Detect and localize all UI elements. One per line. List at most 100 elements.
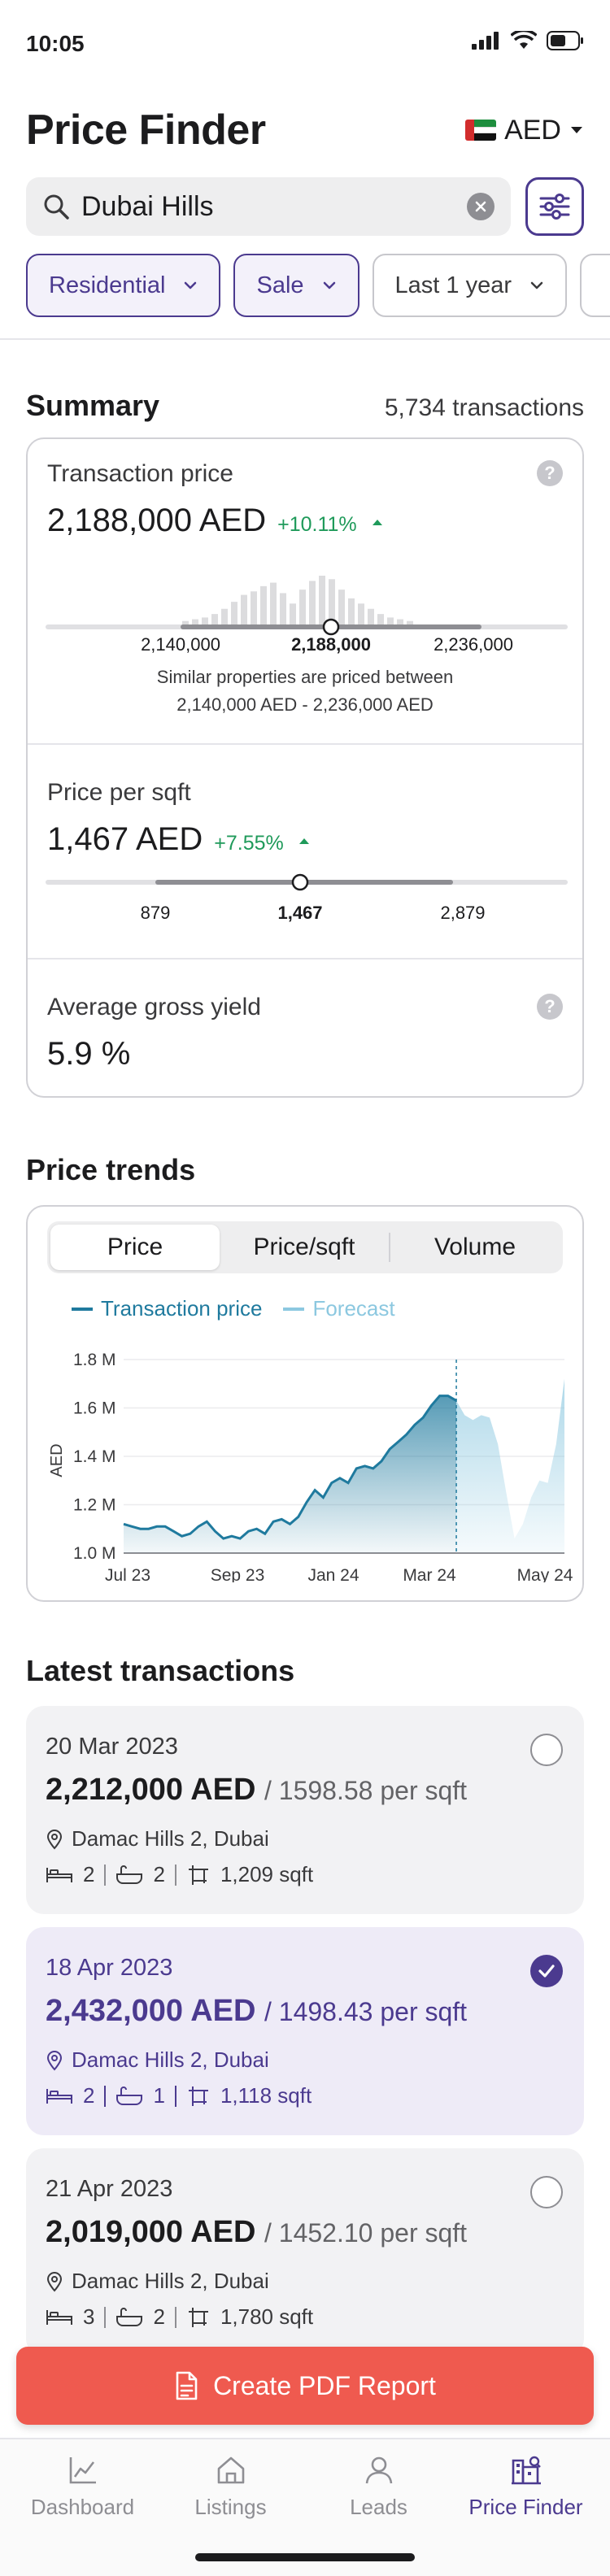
caret-down-icon — [571, 127, 582, 133]
area-value: 1,118 sqft — [220, 2083, 312, 2108]
tab-price-sqft[interactable]: Price/sqft — [220, 1233, 390, 1262]
x-tick-label: Jan 24 — [307, 1566, 359, 1582]
bed-icon — [46, 2088, 72, 2104]
transaction-price-per-sqft: / 1498.43 per sqft — [264, 1997, 468, 2026]
status-time: 10:05 — [26, 31, 85, 56]
chevron-down-icon — [185, 281, 197, 289]
histogram-bar — [221, 608, 228, 624]
uae-flag-icon — [465, 120, 497, 141]
legend-forecast: Forecast — [283, 1296, 395, 1321]
help-icon[interactable]: ? — [537, 994, 563, 1020]
help-icon[interactable]: ? — [537, 460, 563, 486]
series-line-transaction-price — [123, 1395, 457, 1540]
transaction-price-per-sqft: / 1452.10 per sqft — [264, 2218, 468, 2247]
transaction-card[interactable]: 20 Mar 2023 2,212,000 AED / 1598.58 per s… — [26, 1706, 584, 1914]
transaction-date: 18 Apr 2023 — [46, 1955, 173, 1981]
histogram-bar — [348, 598, 355, 624]
x-tick-label: May 24 — [517, 1566, 573, 1582]
battery-icon — [547, 31, 583, 50]
card-divider — [28, 743, 582, 745]
header: Price Finder AED — [26, 98, 584, 163]
histogram-bar — [338, 590, 345, 624]
gross-yield-label: Average gross yield — [47, 994, 261, 1020]
histogram-bar — [251, 591, 257, 624]
y-tick-label: 1.4 M — [73, 1447, 116, 1466]
tab-dashboard[interactable]: Dashboard — [7, 2454, 159, 2520]
chip-label: Last 1 year — [394, 272, 512, 298]
beds-count: 2 — [83, 1862, 95, 1886]
chip-property-type[interactable]: Residential — [26, 254, 221, 317]
transaction-card[interactable]: 21 Apr 2023 2,019,000 AED / 1452.10 per s… — [26, 2148, 584, 2356]
area-icon — [188, 2307, 208, 2327]
select-radio[interactable] — [530, 2176, 563, 2208]
y-tick-label: 1.6 M — [73, 1399, 116, 1418]
transaction-price: 2,019,000 AED / 1452.10 per sqft — [46, 2215, 467, 2250]
tab-listings[interactable]: Listings — [155, 2454, 307, 2520]
chip-period[interactable]: Last 1 year — [372, 254, 568, 317]
price-range-mid: 2,188,000 — [291, 634, 371, 655]
filter-chips: Residential Sale Last 1 year — [26, 254, 610, 317]
price-range-note-1: Similar properties are priced between — [156, 667, 454, 687]
price-trend-chart: 1.8 M 1.6 M 1.4 M 1.2 M 1.0 M AED Jul 23 Sep 23… — [48, 1351, 573, 1582]
bed-icon — [46, 2309, 72, 2325]
tab-price[interactable]: Price — [50, 1225, 220, 1270]
y-axis-label: AED — [48, 1443, 66, 1477]
summary-header: Summary 5,734 transactions — [26, 389, 584, 423]
clear-search-button[interactable] — [467, 193, 495, 220]
search-icon — [44, 194, 69, 220]
price-per-sqft-amount: 1,467 AED — [47, 821, 203, 857]
area-value: 1,780 sqft — [220, 2304, 314, 2329]
chart-legend: Transaction price Forecast — [72, 1296, 395, 1321]
chip-purpose[interactable]: Sale — [233, 254, 359, 317]
tab-volume[interactable]: Volume — [434, 1234, 516, 1260]
area-value: 1,209 sqft — [220, 1862, 314, 1886]
transaction-location: Damac Hills 2, Dubai — [46, 2047, 269, 2073]
histogram-bar — [319, 576, 325, 624]
divider — [0, 338, 610, 340]
document-icon — [176, 2371, 198, 2400]
chevron-down-icon — [323, 281, 335, 289]
transaction-location: Damac Hills 2, Dubai — [46, 2269, 269, 2294]
location-label: Damac Hills 2, Dubai — [72, 2269, 269, 2293]
select-radio[interactable] — [530, 1955, 563, 1987]
transaction-price-per-sqft: / 1598.58 per sqft — [264, 1776, 468, 1805]
x-tick-label: Sep 23 — [211, 1566, 265, 1582]
feature-separator — [104, 2306, 107, 2328]
select-radio[interactable] — [530, 1734, 563, 1766]
trends-segmented-control: Price Price/sqft Volume — [47, 1221, 563, 1273]
chip-more[interactable] — [580, 254, 610, 317]
chip-label: Sale — [256, 272, 304, 298]
transaction-price-label: Transaction price — [47, 460, 233, 487]
create-pdf-report-button[interactable]: Create PDF Report — [16, 2347, 594, 2425]
forecast-area — [456, 1378, 564, 1553]
status-bar: 10:05 — [0, 0, 610, 81]
transaction-date: 20 Mar 2023 — [46, 1734, 178, 1760]
tab-label: Listings — [194, 2495, 267, 2519]
y-tick-label: 1.2 M — [73, 1496, 116, 1515]
price-trends-title: Price trends — [26, 1153, 196, 1186]
legend-swatch-actual — [72, 1307, 93, 1311]
bath-icon — [116, 2307, 143, 2326]
search-input[interactable]: Dubai Hills — [26, 177, 511, 236]
filter-settings-button[interactable] — [525, 177, 584, 236]
close-icon — [475, 201, 486, 212]
histogram-bar — [202, 617, 208, 624]
currency-selector[interactable]: AED — [465, 115, 584, 146]
histogram-bar — [309, 581, 316, 624]
tab-price-finder[interactable]: Price Finder — [450, 2454, 602, 2520]
area-icon — [188, 1865, 208, 1885]
histogram-bar — [231, 602, 237, 624]
transaction-card[interactable]: 18 Apr 2023 2,432,000 AED / 1498.43 per s… — [26, 1927, 584, 2135]
histogram-bar — [329, 579, 335, 624]
histogram-bar — [241, 594, 247, 624]
transaction-features: 3 2 1,780 sqft — [46, 2304, 313, 2330]
baths-count: 1 — [153, 2083, 165, 2108]
histogram-bar — [290, 603, 296, 624]
histogram-bar — [211, 614, 218, 624]
histogram-bar — [377, 614, 384, 624]
bath-icon — [116, 2086, 143, 2105]
sliders-icon — [539, 194, 570, 220]
gross-yield-value: 5.9 % — [47, 1036, 131, 1072]
histogram-bar — [270, 582, 277, 624]
tab-leads[interactable]: Leads — [303, 2454, 455, 2520]
